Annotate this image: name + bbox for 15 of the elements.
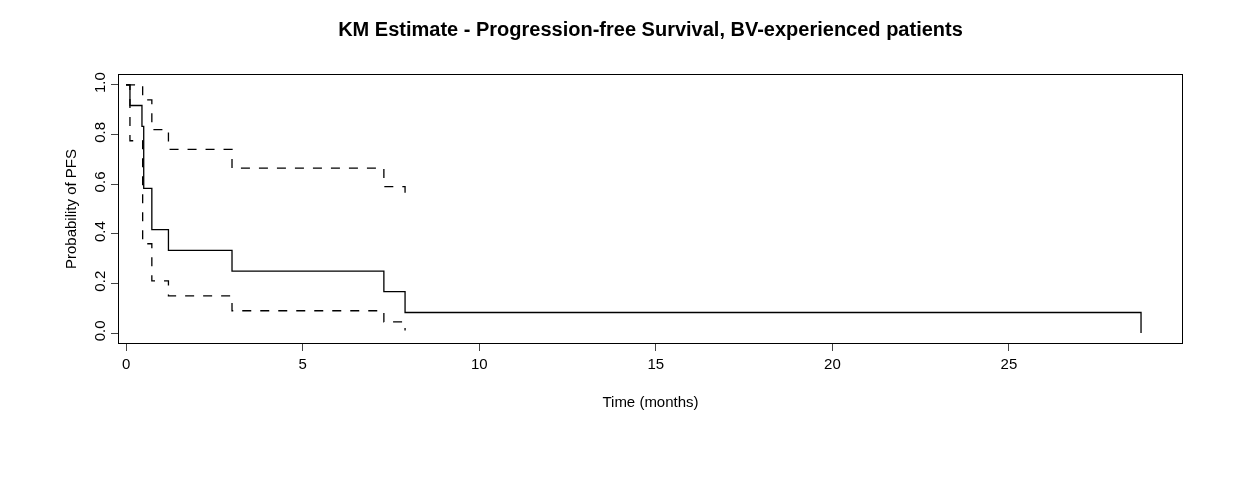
chart-title: KM Estimate - Progression-free Survival, BV-experienced patients [338, 18, 963, 41]
y-tick-label: 0.0 [91, 320, 108, 342]
y-tick-label: 0.4 [91, 221, 108, 242]
y-tick-label: 0.6 [91, 171, 108, 193]
x-tick-label: 5 [298, 355, 307, 372]
x-axis-title: Time (months) [602, 393, 699, 410]
y-tick-label: 0.2 [91, 270, 108, 292]
x-tick-label: 10 [470, 355, 488, 372]
y-axis-title: Probability of PFS [62, 148, 80, 270]
x-tick-label: 0 [121, 355, 131, 372]
y-tick-label: 0.8 [91, 121, 108, 143]
x-tick-label: 20 [824, 355, 841, 372]
y-tick-label: 1.0 [91, 72, 108, 94]
x-tick-label: 15 [647, 355, 665, 372]
x-tick-label: 25 [1000, 355, 1018, 372]
